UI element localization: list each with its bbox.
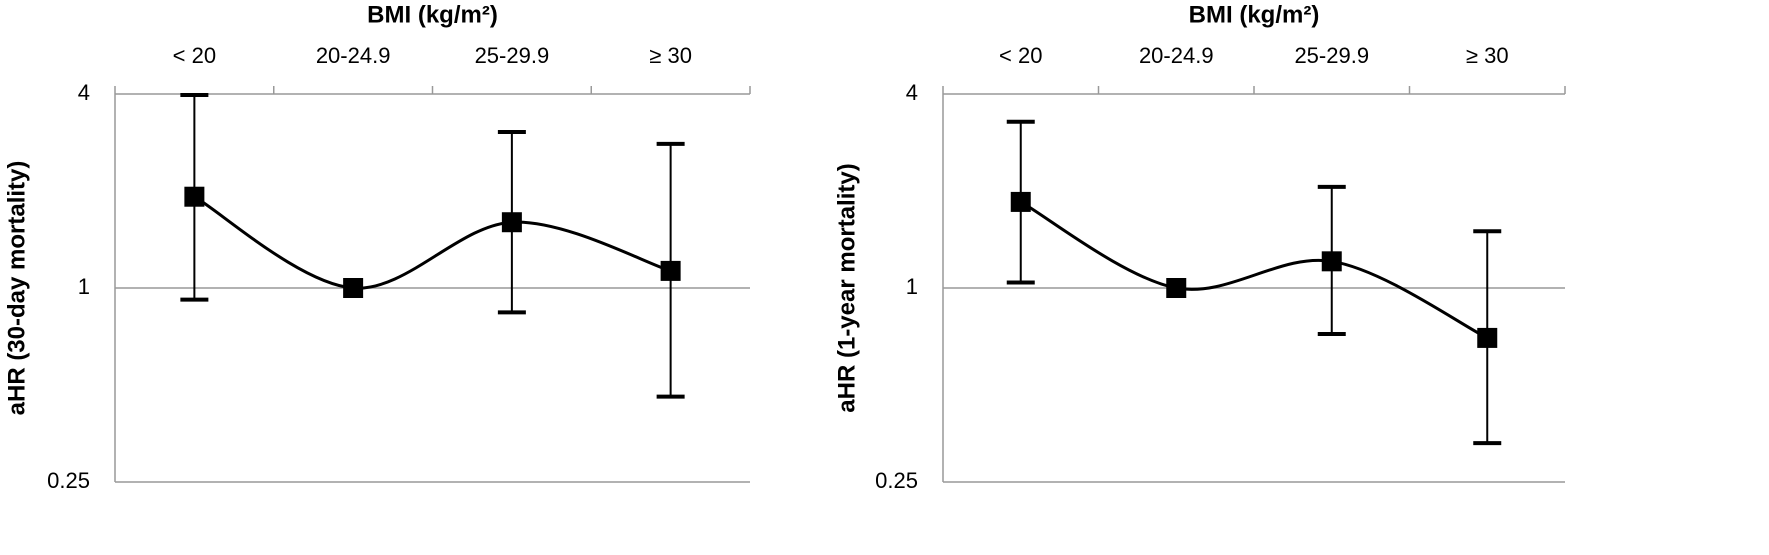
x-tick-label: < 20 [173, 43, 216, 68]
x-tick-label: 20-24.9 [316, 43, 391, 68]
x-tick-label: 25-29.9 [475, 43, 550, 68]
x-tick-label: 25-29.9 [1294, 43, 1369, 68]
x-tick-label: < 20 [999, 43, 1042, 68]
marker [343, 278, 364, 298]
marker [660, 260, 681, 281]
x-tick-label: ≥ 30 [1466, 43, 1509, 68]
y-tick-label: 0.25 [47, 468, 90, 493]
line [193, 195, 672, 290]
marker [501, 212, 522, 233]
y-tick-label: 4 [78, 80, 90, 105]
line [1020, 200, 1488, 340]
marker [1477, 327, 1498, 348]
x-tick-label: ≥ 30 [649, 43, 692, 68]
y-tick-label: 1 [78, 274, 90, 299]
x-tick-label: 20-24.9 [1139, 43, 1214, 68]
marker [1321, 251, 1342, 272]
y-axis-label: aHR (30-day mortality) [3, 161, 30, 416]
x-axis-label: BMI (kg/m²) [367, 1, 498, 28]
y-tick-label: 0.25 [875, 468, 918, 493]
marker [1010, 191, 1031, 212]
x-axis-label: BMI (kg/m²) [1189, 1, 1320, 28]
y-tick-label: 4 [906, 80, 918, 105]
marker [1166, 278, 1187, 298]
y-tick-label: 1 [906, 274, 918, 299]
marker [184, 186, 205, 207]
y-axis-label: aHR (1-year mortality) [833, 163, 860, 412]
